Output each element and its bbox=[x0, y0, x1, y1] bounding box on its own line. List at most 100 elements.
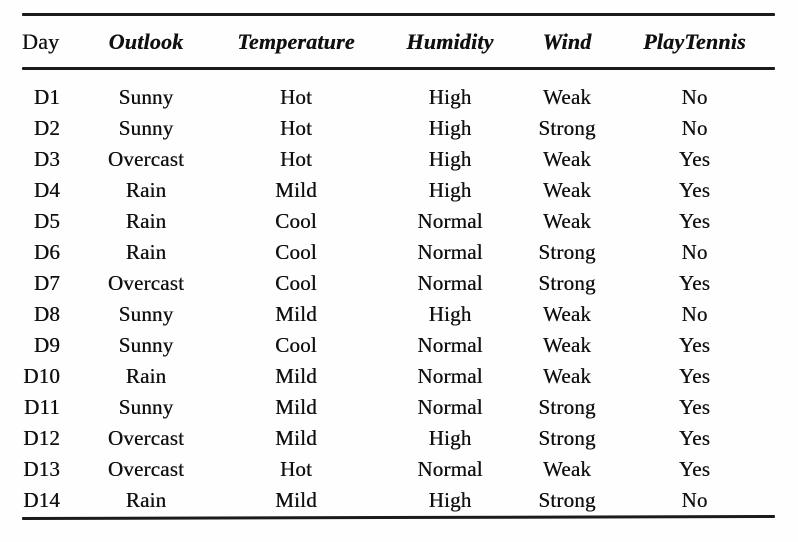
table-row: D9 Sunny Cool Normal Weak Yes bbox=[22, 330, 775, 361]
table-row: D10 Rain Mild Normal Weak Yes bbox=[22, 361, 775, 392]
column-header-humidity: Humidity bbox=[406, 28, 494, 54]
table-row: D6 Rain Cool Normal Strong No bbox=[22, 237, 775, 268]
table-row: D5 Rain Cool Normal Weak Yes bbox=[22, 206, 775, 237]
table-cell-wind: Strong bbox=[538, 116, 596, 140]
table-cell-outlook: Rain bbox=[125, 488, 167, 512]
table-row: D8 Sunny Mild High Weak No bbox=[22, 299, 775, 330]
table-cell-wind: Weak bbox=[542, 178, 592, 202]
table-cell-play_tennis: No bbox=[681, 116, 708, 140]
table-cell-wind: Weak bbox=[542, 457, 592, 481]
table-cell-temperature: Hot bbox=[279, 116, 313, 140]
table-cell-day: D11 bbox=[24, 395, 60, 419]
table-body: D1 Sunny Hot High Weak No D2 Sunny Hot High Strong… bbox=[22, 70, 775, 516]
table-cell-play_tennis: Yes bbox=[678, 457, 711, 481]
table-cell-humidity: Normal bbox=[417, 457, 483, 481]
table-cell-outlook: Overcast bbox=[107, 457, 185, 481]
table-cell-outlook: Sunny bbox=[118, 116, 174, 140]
column-header-outlook: Outlook bbox=[108, 28, 184, 54]
table-cell-humidity: Normal bbox=[417, 240, 483, 264]
table-cell-temperature: Mild bbox=[275, 302, 317, 326]
table-row: D13 Overcast Hot Normal Weak Yes bbox=[22, 454, 775, 485]
table-cell-day: D7 bbox=[33, 271, 60, 295]
table-cell-day: D12 bbox=[23, 426, 60, 450]
table-cell-humidity: Normal bbox=[417, 209, 483, 233]
table-cell-outlook: Overcast bbox=[107, 426, 185, 450]
table-cell-outlook: Rain bbox=[125, 240, 167, 264]
table-cell-day: D10 bbox=[23, 364, 60, 388]
table-row: D2 Sunny Hot High Strong No bbox=[22, 113, 775, 144]
table-cell-day: D13 bbox=[23, 457, 60, 481]
table-cell-humidity: Normal bbox=[417, 333, 483, 357]
table-cell-wind: Strong bbox=[538, 240, 596, 264]
table-row: D4 Rain Mild High Weak Yes bbox=[22, 175, 775, 206]
table-cell-wind: Weak bbox=[542, 302, 592, 326]
table-cell-wind: Weak bbox=[542, 364, 592, 388]
table-cell-wind: Weak bbox=[542, 85, 592, 109]
table-cell-humidity: High bbox=[428, 178, 472, 202]
table-cell-play_tennis: Yes bbox=[678, 178, 711, 202]
table-cell-day: D1 bbox=[33, 85, 60, 109]
table-cell-temperature: Mild bbox=[275, 395, 317, 419]
table-cell-play_tennis: No bbox=[681, 488, 708, 512]
table-cell-play_tennis: No bbox=[681, 85, 708, 109]
table-cell-humidity: Normal bbox=[417, 395, 483, 419]
table-cell-temperature: Hot bbox=[279, 85, 313, 109]
table-cell-outlook: Sunny bbox=[118, 395, 174, 419]
table-row: D3 Overcast Hot High Weak Yes bbox=[22, 144, 775, 175]
table-bottom-rule bbox=[21, 515, 776, 520]
table-cell-temperature: Cool bbox=[275, 271, 317, 295]
column-header-playtennis: PlayTennis bbox=[643, 28, 746, 54]
table-cell-temperature: Cool bbox=[275, 209, 317, 233]
table-cell-temperature: Mild bbox=[275, 426, 317, 450]
table-cell-humidity: High bbox=[428, 116, 472, 140]
table-header-row: Day Outlook Temperature Humidity Wind Pl… bbox=[22, 16, 775, 67]
table-cell-temperature: Mild bbox=[275, 488, 317, 512]
playtennis-table: Day Outlook Temperature Humidity Wind Pl… bbox=[21, 13, 776, 520]
table-cell-wind: Weak bbox=[542, 333, 592, 357]
table-cell-wind: Strong bbox=[538, 395, 596, 419]
table-row: D12 Overcast Mild High Strong Yes bbox=[22, 423, 775, 454]
column-header-day: Day bbox=[22, 28, 60, 54]
table-cell-play_tennis: Yes bbox=[678, 395, 711, 419]
table-top-rule bbox=[22, 13, 775, 16]
table-cell-wind: Weak bbox=[542, 209, 592, 233]
column-header-wind: Wind bbox=[542, 28, 592, 54]
table-cell-play_tennis: Yes bbox=[678, 209, 711, 233]
table-cell-temperature: Mild bbox=[275, 364, 317, 388]
table-cell-play_tennis: No bbox=[681, 302, 708, 326]
table-row: D1 Sunny Hot High Weak No bbox=[22, 82, 775, 113]
table-cell-temperature: Hot bbox=[279, 147, 313, 171]
table-cell-outlook: Overcast bbox=[107, 147, 185, 171]
table-cell-day: D8 bbox=[33, 302, 60, 326]
table-cell-play_tennis: Yes bbox=[678, 147, 711, 171]
table-cell-play_tennis: Yes bbox=[678, 333, 711, 357]
table-cell-temperature: Hot bbox=[279, 457, 313, 481]
table-cell-wind: Weak bbox=[542, 147, 592, 171]
table-cell-day: D3 bbox=[33, 147, 60, 171]
table-cell-temperature: Cool bbox=[275, 240, 317, 264]
table-cell-humidity: Normal bbox=[417, 271, 483, 295]
table-cell-day: D9 bbox=[33, 333, 60, 357]
table-cell-outlook: Sunny bbox=[118, 85, 174, 109]
table-cell-play_tennis: Yes bbox=[678, 364, 711, 388]
table-cell-outlook: Rain bbox=[125, 364, 167, 388]
table-cell-day: D14 bbox=[23, 488, 60, 512]
column-header-temperature: Temperature bbox=[237, 28, 355, 54]
table-cell-wind: Strong bbox=[538, 426, 596, 450]
table-cell-outlook: Rain bbox=[125, 178, 167, 202]
table-cell-play_tennis: Yes bbox=[678, 426, 711, 450]
table-cell-outlook: Sunny bbox=[118, 302, 174, 326]
table-row: D14 Rain Mild High Strong No bbox=[22, 485, 775, 516]
table-cell-temperature: Cool bbox=[275, 333, 317, 357]
table-cell-outlook: Sunny bbox=[118, 333, 174, 357]
table-cell-play_tennis: No bbox=[681, 240, 708, 264]
table-cell-humidity: High bbox=[428, 147, 472, 171]
table-cell-wind: Strong bbox=[538, 271, 596, 295]
table-cell-day: D2 bbox=[33, 116, 60, 140]
table-cell-temperature: Mild bbox=[275, 178, 317, 202]
table-cell-humidity: High bbox=[428, 85, 472, 109]
table-header-rule bbox=[22, 67, 775, 70]
table-cell-day: D4 bbox=[33, 178, 60, 202]
table-row: D11 Sunny Mild Normal Strong Yes bbox=[22, 392, 775, 423]
